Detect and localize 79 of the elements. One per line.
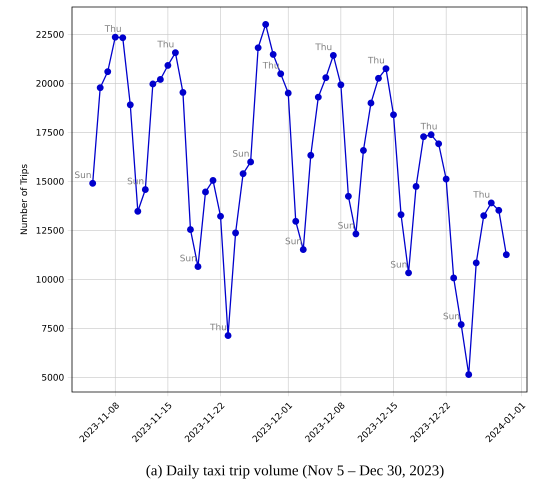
- point: [375, 74, 382, 82]
- point: [217, 212, 224, 220]
- y-tick-label: 17500: [36, 129, 64, 136]
- point: [344, 192, 352, 200]
- y-tick-label: 20000: [36, 80, 64, 87]
- point: [240, 170, 247, 178]
- point: [172, 49, 179, 56]
- annotation: Thu: [104, 25, 121, 32]
- point: [270, 50, 277, 58]
- point: [360, 146, 367, 154]
- point: [398, 211, 404, 218]
- point: [307, 152, 314, 159]
- point: [382, 65, 390, 72]
- point: [284, 90, 292, 96]
- point: [488, 199, 495, 206]
- text: (a) Daily taxi trip volume (Nov 5 – Dec 30, 2023): [146, 464, 444, 478]
- point: [420, 133, 428, 140]
- point: [149, 80, 156, 88]
- point: [89, 180, 96, 187]
- point: [194, 263, 202, 270]
- annotation: Thu: [420, 122, 437, 130]
- annotation: Thu: [157, 40, 174, 48]
- point: [458, 321, 465, 328]
- point: [412, 183, 420, 190]
- point: [368, 100, 374, 106]
- point: [187, 226, 194, 234]
- point: [322, 74, 330, 82]
- point: [156, 76, 164, 83]
- point: [224, 332, 232, 340]
- point: [277, 70, 284, 78]
- point: [314, 94, 322, 101]
- point: [435, 140, 442, 148]
- annotation: Thu: [315, 43, 332, 50]
- point: [202, 188, 209, 196]
- y-tick-label: 10000: [36, 276, 64, 283]
- annotation: Sun: [444, 312, 460, 320]
- point: [134, 208, 142, 215]
- annotation: Thu: [210, 323, 226, 330]
- point: [352, 230, 360, 238]
- point: [450, 274, 458, 282]
- point: [210, 176, 216, 184]
- point: [330, 52, 337, 59]
- y-tick-label: 7500: [42, 324, 64, 332]
- annotation: Sun: [390, 260, 407, 268]
- point: [164, 62, 172, 69]
- point: [428, 131, 435, 138]
- point: [254, 44, 262, 52]
- point: [96, 84, 104, 92]
- point: [405, 269, 412, 276]
- point: [126, 101, 134, 108]
- y-tick-label: 12500: [36, 226, 64, 234]
- point: [292, 218, 300, 225]
- point: [390, 111, 397, 118]
- annotation: Thu: [473, 190, 490, 198]
- annotation: Thu: [368, 56, 384, 64]
- point: [232, 229, 240, 236]
- annotation: Sun: [338, 222, 354, 229]
- point: [337, 81, 344, 88]
- point: [495, 206, 502, 214]
- point: [502, 251, 510, 258]
- y-axis-title: Number of Trips: [20, 164, 29, 234]
- point: [465, 371, 472, 378]
- point: [300, 246, 307, 253]
- point: [262, 20, 270, 28]
- point: [119, 34, 126, 42]
- annotation: Sun: [180, 254, 196, 262]
- point: [247, 158, 254, 166]
- point: [142, 186, 149, 194]
- annotation: Sun: [75, 171, 91, 178]
- point: [442, 176, 450, 182]
- point: [480, 212, 488, 220]
- y-tick-label: 5000: [42, 374, 64, 381]
- annotation: Sun: [232, 150, 249, 157]
- point: [179, 88, 186, 96]
- point: [472, 259, 480, 266]
- y-tick-label: 15000: [36, 178, 64, 185]
- point: [112, 34, 119, 41]
- point: [104, 68, 112, 76]
- y-tick-label: 22500: [36, 31, 64, 38]
